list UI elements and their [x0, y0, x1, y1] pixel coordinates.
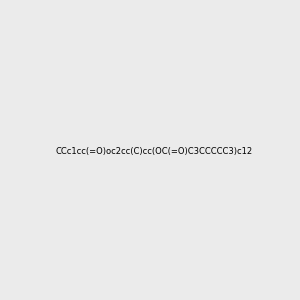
Text: CCc1cc(=O)oc2cc(C)cc(OC(=O)C3CCCCC3)c12: CCc1cc(=O)oc2cc(C)cc(OC(=O)C3CCCCC3)c12: [55, 147, 252, 156]
